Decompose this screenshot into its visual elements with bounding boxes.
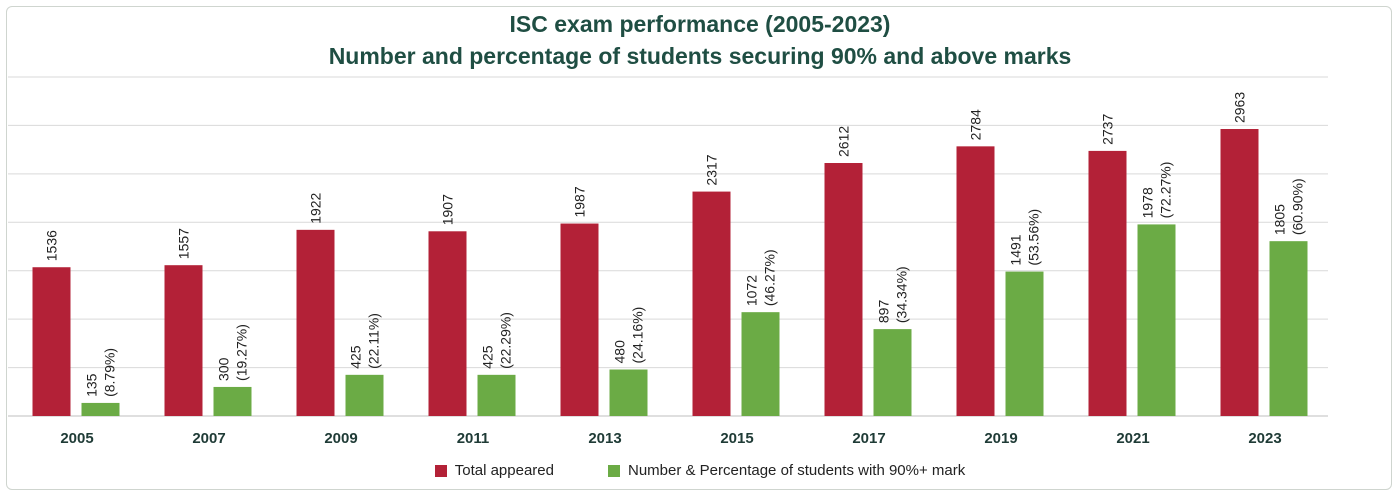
- data-label-90plus-2021: 1978 (72.27%): [1140, 162, 1174, 219]
- data-label-total-2005: 1536: [44, 230, 60, 261]
- data-label-total-2015: 2317: [704, 154, 720, 185]
- data-label-90plus-2009: 425 (22.11%): [348, 313, 382, 369]
- data-label-90plus-2015: 1072 (46.27%): [744, 249, 778, 306]
- x-tick-label-2015: 2015: [720, 430, 753, 447]
- data-label-90plus-2017: 897 (34.34%): [876, 266, 910, 323]
- data-label-90plus-2023: 1805 (60.90%): [1272, 178, 1306, 235]
- data-label-90plus-2013: 480 (24.16%): [612, 307, 646, 364]
- bar-90plus-2017: [873, 329, 912, 416]
- bar-total-2007: [164, 265, 203, 416]
- data-label-total-2009: 1922: [308, 192, 324, 223]
- data-label-90plus-2011: 425 (22.29%): [480, 312, 514, 369]
- bar-total-2009: [296, 229, 335, 416]
- legend-swatch-total: [434, 464, 447, 477]
- data-label-total-2011: 1907: [440, 194, 456, 225]
- x-tick-label-2009: 2009: [324, 430, 357, 447]
- bar-total-2023: [1220, 129, 1259, 417]
- x-tick-label-2017: 2017: [852, 430, 885, 447]
- bar-90plus-2005: [81, 402, 120, 416]
- bar-total-2015: [692, 191, 731, 416]
- x-tick-label-2013: 2013: [588, 430, 621, 447]
- bar-90plus-2007: [213, 386, 252, 416]
- chart-title: ISC exam performance (2005-2023): [509, 11, 891, 37]
- bar-90plus-2015: [741, 312, 780, 416]
- bar-total-2021: [1088, 150, 1127, 417]
- legend: Total appeared Number & Percentage of st…: [0, 462, 1400, 479]
- data-label-total-2013: 1987: [572, 186, 588, 217]
- data-label-90plus-2019: 1491 (53.56%): [1008, 209, 1042, 266]
- data-labels: 1536 135 (8.79%) 1557 300 (19.27%) 1922 425 (22.…: [44, 92, 1306, 397]
- data-label-90plus-2007: 300 (19.27%): [216, 324, 250, 381]
- bar-90plus-2023: [1269, 241, 1308, 416]
- x-tick-label-2023: 2023: [1248, 430, 1281, 447]
- bar-90plus-2013: [609, 369, 648, 416]
- x-tick-label-2005: 2005: [60, 430, 93, 447]
- gridlines: [8, 76, 1328, 417]
- bar-90plus-2009: [345, 374, 384, 416]
- chart-subtitle: Number and percentage of students securi…: [328, 43, 1072, 69]
- legend-label-90plus: Number & Percentage of students with 90%…: [627, 462, 966, 479]
- legend-swatch-90plus: [607, 464, 620, 477]
- data-label-total-2019: 2784: [968, 109, 984, 140]
- data-label-90plus-2005: 135 (8.79%): [84, 348, 118, 397]
- x-tick-label-2019: 2019: [984, 430, 1017, 447]
- bar-90plus-2011: [477, 374, 516, 416]
- x-tick-label-2011: 2011: [457, 430, 490, 447]
- legend-item-90plus: Number & Percentage of students with 90%…: [607, 462, 966, 479]
- legend-item-total: Total appeared: [434, 462, 554, 479]
- bar-90plus-2021: [1137, 224, 1176, 416]
- bars: [32, 129, 1308, 417]
- data-label-total-2021: 2737: [1100, 114, 1116, 145]
- data-label-total-2007: 1557: [176, 228, 192, 259]
- x-tick-label-2007: 2007: [192, 430, 225, 447]
- data-label-total-2017: 2612: [836, 126, 852, 157]
- bar-total-2017: [824, 163, 863, 416]
- legend-label-total: Total appeared: [454, 462, 554, 479]
- bar-total-2019: [956, 146, 995, 416]
- bar-total-2011: [428, 231, 467, 416]
- data-label-total-2023: 2963: [1232, 92, 1248, 123]
- x-axis-ticks: 2005 2007 2009 2011 2013 2015 2017 2019 2021 2023: [60, 430, 1281, 447]
- bar-90plus-2019: [1005, 271, 1044, 416]
- bar-total-2005: [32, 267, 71, 416]
- x-tick-label-2021: 2021: [1116, 430, 1149, 447]
- bar-total-2013: [560, 223, 599, 416]
